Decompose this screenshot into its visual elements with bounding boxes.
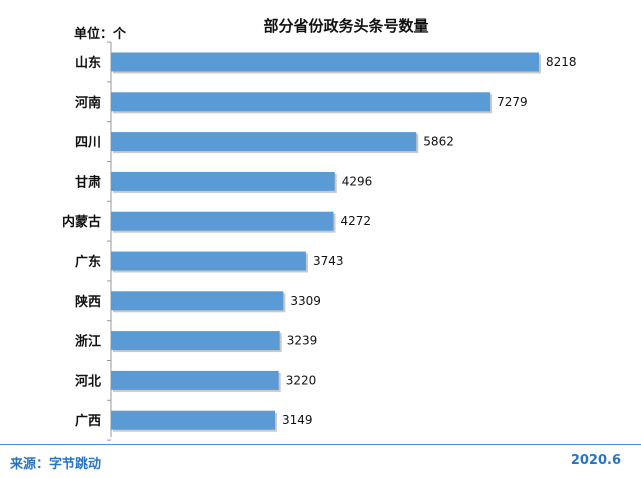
category-label: 内蒙古 [62, 214, 101, 230]
category-label: 四川 [75, 136, 101, 151]
value-label: 3309 [290, 294, 321, 308]
value-label: 3149 [282, 413, 313, 427]
bars-group: 山东 8218 河南 7279 四川 5862 甘肃 4296 内蒙古 4272 广东 3743 陕西 3… [62, 41, 577, 441]
value-label: 4296 [342, 174, 373, 188]
category-label: 广西 [75, 413, 101, 429]
value-label: 3239 [287, 334, 318, 348]
value-label: 3743 [313, 254, 344, 268]
bar [111, 92, 491, 112]
source-label: 来源：字节跳动 [10, 457, 102, 472]
unit-label: 单位：个 [74, 26, 127, 42]
bar [111, 291, 284, 311]
category-label: 陕西 [75, 294, 101, 310]
chart-title: 部分省份政务头条号数量 [263, 17, 428, 35]
footer-divider [0, 444, 641, 445]
bar [111, 132, 417, 152]
bar [111, 211, 334, 231]
bar [111, 331, 280, 351]
bar [111, 370, 279, 390]
bar [111, 171, 335, 191]
value-label: 4272 [340, 214, 371, 228]
value-label: 5862 [423, 135, 454, 149]
category-label: 浙江 [75, 334, 101, 350]
value-label: 8218 [546, 55, 577, 69]
value-label: 7279 [497, 95, 528, 109]
bar [111, 410, 276, 430]
date-label: 2020.6 [570, 453, 621, 468]
category-label: 河北 [75, 373, 101, 389]
category-label: 广东 [75, 254, 101, 270]
footer: 来源：字节跳动 2020.6 [0, 444, 641, 478]
bar [111, 52, 539, 72]
chart-area: 部分省份政务头条号数量 单位：个 山东 8218 河南 7279 四川 5862 甘肃 429… [62, 17, 577, 441]
category-label: 河南 [75, 95, 101, 111]
bar [111, 251, 306, 271]
value-label: 3220 [286, 373, 317, 387]
category-label: 山东 [75, 55, 101, 71]
category-label: 甘肃 [75, 174, 101, 190]
